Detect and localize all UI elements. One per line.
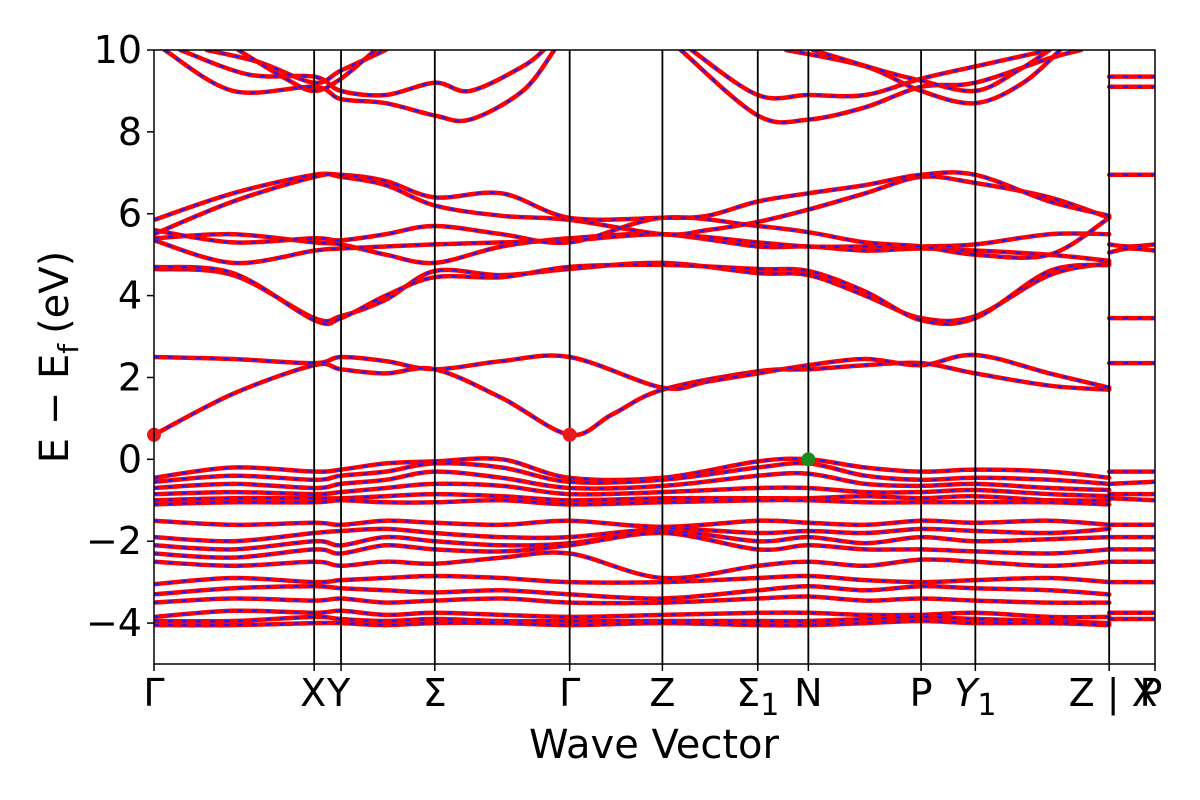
x-tick-label-5-text: Z bbox=[649, 671, 675, 715]
x-tick-label-4: Γ bbox=[559, 671, 580, 715]
band-32-spin-down bbox=[154, 615, 1110, 625]
x-tick-label-1: X bbox=[300, 671, 326, 715]
y-axis-title: E − Ef (eV) bbox=[32, 251, 85, 464]
band-10-spin-down bbox=[179, 50, 545, 97]
band-21-spin-down bbox=[154, 492, 1110, 502]
x-tick-label-8-text: P bbox=[910, 671, 933, 715]
y-tick-label-6: 8 bbox=[118, 110, 142, 154]
marker-cbm-2 bbox=[562, 427, 577, 442]
band-33-spin-down bbox=[154, 619, 1110, 627]
band-26-spin-down bbox=[154, 531, 1110, 559]
y-tick-label-7: 10 bbox=[94, 28, 142, 72]
band-22-spin-down bbox=[154, 498, 1110, 506]
x-axis-title: Wave Vector bbox=[529, 722, 780, 768]
plot-frame bbox=[153, 49, 1156, 665]
x-tick-label-0-text: Γ bbox=[143, 671, 164, 715]
x-tick-label-8: P bbox=[910, 671, 933, 715]
y-tick-label-5: 6 bbox=[118, 192, 142, 236]
y-axis-title-subscript: f bbox=[52, 343, 85, 354]
band-3-spin-down bbox=[154, 263, 1110, 326]
x-tick-label-0: Γ bbox=[143, 671, 164, 715]
y-axis-title-unit: (eV) bbox=[32, 251, 78, 334]
band-20-spin-down bbox=[154, 482, 1110, 498]
x-tick-label-2: Y bbox=[326, 671, 351, 715]
band-0-spin-down bbox=[154, 361, 1110, 437]
x-tick-label-10: Z | X bbox=[1069, 671, 1158, 716]
band-6-spin-up bbox=[154, 215, 1112, 260]
band-9-spin-down bbox=[163, 50, 556, 123]
band-18-spin-down bbox=[154, 461, 1110, 485]
band-7-spin-down bbox=[154, 172, 1110, 236]
y-tick-label-3: 2 bbox=[118, 355, 142, 399]
x-tick-label-11: P bbox=[1140, 671, 1163, 715]
y-ticks: −4 −2 0 2 4 6 8 10 bbox=[86, 28, 154, 645]
x-tick-label-9-text: Y bbox=[954, 671, 980, 715]
y-axis-title-main: E − E bbox=[32, 354, 78, 464]
band-37-spin-up bbox=[1106, 242, 1155, 249]
x-tick-label-2-text: Y bbox=[326, 671, 351, 715]
band-1-spin-up bbox=[154, 352, 1112, 392]
band-15-spin-down bbox=[785, 50, 1061, 105]
kpoint-lines bbox=[313, 50, 1111, 664]
bands-layer bbox=[154, 50, 1155, 628]
x-ticks: Γ X Y Σ Γ Z Σ1 N P Y1 Z | XP bbox=[143, 664, 1162, 723]
y-tick-label-2: 0 bbox=[118, 437, 142, 481]
x-tick-label-5: Z bbox=[649, 671, 675, 715]
band-29-spin-down bbox=[154, 585, 1110, 600]
band-17-spin-up bbox=[154, 456, 1112, 483]
band-16-spin-down bbox=[812, 50, 1051, 93]
band-27-spin-down bbox=[154, 551, 1110, 580]
band-38-spin-down bbox=[1108, 247, 1155, 254]
band-42-spin-up bbox=[1106, 479, 1155, 487]
x-tick-label-7: N bbox=[794, 671, 822, 715]
x-tick-label-9: Y1 bbox=[954, 671, 996, 723]
band-24-spin-down bbox=[154, 527, 1110, 543]
band-4-spin-down bbox=[154, 232, 1110, 265]
y-tick-label-0: −4 bbox=[86, 601, 142, 645]
band-31-spin-down bbox=[154, 609, 1110, 619]
band-37-spin-down bbox=[1109, 243, 1155, 248]
x-tick-label-9-sub: 1 bbox=[977, 688, 996, 723]
x-tick-label-4-text: Γ bbox=[559, 671, 580, 715]
x-tick-label-3: Σ bbox=[423, 671, 447, 715]
x-tick-label-10-text: Z | X bbox=[1069, 671, 1158, 716]
x-tick-label-3-text: Σ bbox=[423, 671, 447, 715]
y-tick-label-4: 4 bbox=[118, 274, 142, 318]
band-23-spin-down bbox=[154, 519, 1110, 529]
x-tick-label-1-text: X bbox=[300, 671, 326, 715]
x-tick-label-7-text: N bbox=[794, 671, 822, 715]
band-19-spin-down bbox=[154, 470, 1110, 492]
band-5-spin-down bbox=[154, 232, 1110, 265]
band-8-spin-down bbox=[154, 171, 1110, 236]
x-tick-label-6-sub: 1 bbox=[760, 688, 779, 723]
x-tick-label-6-text: Σ bbox=[736, 671, 760, 715]
plot-background bbox=[154, 50, 1155, 664]
band-30-spin-down bbox=[154, 595, 1110, 605]
x-tick-label-6: Σ1 bbox=[736, 671, 779, 723]
band-25-spin-down bbox=[154, 529, 1110, 551]
band-28-spin-down bbox=[154, 574, 1110, 586]
band-44-spin-up bbox=[1106, 495, 1155, 503]
marker-vbm bbox=[801, 452, 816, 467]
y-tick-label-1: −2 bbox=[86, 519, 142, 563]
x-tick-label-11-text: P bbox=[1140, 671, 1163, 715]
